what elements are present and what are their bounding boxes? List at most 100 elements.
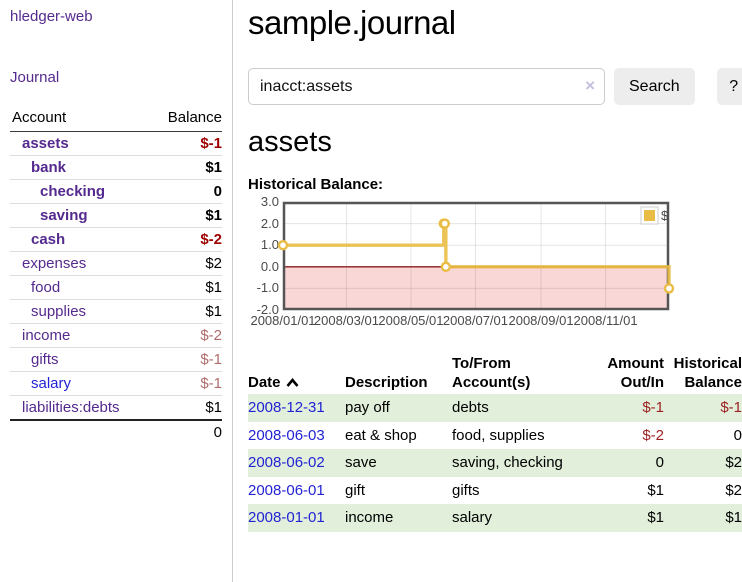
account-link[interactable]: checking bbox=[40, 183, 106, 200]
help-button[interactable]: ? bbox=[716, 68, 742, 105]
cell-description: pay off bbox=[345, 394, 452, 422]
accounts-total-row: 0 bbox=[10, 419, 222, 444]
x-tick-label: 2008/09/01 bbox=[508, 313, 574, 328]
cell-date: 2008-06-03 bbox=[248, 422, 345, 450]
column-header-date[interactable]: Date bbox=[248, 352, 345, 394]
accounts-header: Account Balance bbox=[10, 106, 222, 132]
cell-amount: $1 bbox=[594, 504, 664, 532]
account-row-liabilities-debts: liabilities:debts $1 bbox=[10, 395, 222, 419]
cell-accounts: salary bbox=[452, 504, 594, 532]
account-link[interactable]: bank bbox=[31, 159, 67, 176]
register-header-row: Date Description To/From Account(s) Amou… bbox=[248, 352, 742, 394]
balance-column-label: Balance bbox=[167, 109, 222, 126]
accounts-total-value: 0 bbox=[213, 424, 222, 441]
x-tick-label: 2008/11/01 bbox=[573, 313, 638, 328]
y-tick-label: -1.0 bbox=[256, 280, 279, 296]
search-box: × bbox=[248, 68, 605, 105]
date-link[interactable]: 2008-06-03 bbox=[248, 426, 325, 444]
account-balance: $-1 bbox=[200, 375, 222, 392]
date-link[interactable]: 2008-06-02 bbox=[248, 454, 325, 472]
cell-amount: $-1 bbox=[594, 394, 664, 422]
main-content: sample.journal × Search ? assets Histori… bbox=[233, 0, 742, 582]
cell-balance: $1 bbox=[664, 504, 742, 532]
cell-description: income bbox=[345, 504, 452, 532]
account-row-bank: bank $1 bbox=[10, 155, 222, 179]
account-row-supplies: supplies $1 bbox=[10, 299, 222, 323]
chart-legend: $ bbox=[640, 206, 669, 225]
cell-amount: $1 bbox=[647, 481, 664, 499]
account-link[interactable]: cash bbox=[31, 231, 66, 248]
account-link[interactable]: saving bbox=[40, 207, 88, 224]
account-balance: $-1 bbox=[200, 351, 222, 368]
account-row-income: income $-2 bbox=[10, 323, 222, 347]
x-tick-label: 2008/05/01 bbox=[378, 313, 444, 328]
account-link[interactable]: liabilities:debts bbox=[22, 399, 120, 416]
account-row-salary: salary $-1 bbox=[10, 371, 222, 395]
account-balance: $-1 bbox=[200, 135, 222, 152]
cell-date: 2008-01-01 bbox=[248, 504, 345, 532]
chart-y-axis-labels: 3.0 2.0 1.0 0.0 -1.0 -2.0 bbox=[248, 195, 283, 328]
transaction-row: 2008-06-03 eat & shop food, supplies $-2 0 bbox=[248, 422, 742, 450]
account-row-assets: assets $-1 bbox=[10, 132, 222, 155]
account-link[interactable]: gifts bbox=[31, 351, 59, 368]
account-balance: $1 bbox=[205, 303, 222, 320]
search-input[interactable] bbox=[248, 68, 605, 105]
search-button[interactable]: Search bbox=[614, 68, 695, 105]
account-row-gifts: gifts $-1 bbox=[10, 347, 222, 371]
chart-canvas: $ bbox=[277, 201, 675, 311]
page-title: sample.journal bbox=[248, 4, 456, 41]
clear-search-icon[interactable]: × bbox=[585, 76, 595, 95]
sidebar: hledger-web Journal Account Balance asse… bbox=[0, 0, 233, 582]
account-balance: $1 bbox=[205, 399, 222, 416]
cell-accounts: debts bbox=[452, 394, 594, 422]
date-link[interactable]: 2008-12-31 bbox=[248, 399, 325, 417]
account-row-food: food $1 bbox=[10, 275, 222, 299]
y-tick-label: 3.0 bbox=[260, 194, 279, 209]
chart-plot-area: $ 2008/01/01 2008/03/01 2008/05/01 2008/07/… bbox=[250, 201, 675, 328]
transaction-row: 2008-01-01 income salary $1 $1 bbox=[248, 504, 742, 532]
chart-title: Historical Balance: bbox=[248, 176, 384, 193]
account-link[interactable]: food bbox=[31, 279, 61, 296]
date-link[interactable]: 2008-01-01 bbox=[248, 509, 325, 527]
account-balance: $1 bbox=[205, 159, 222, 176]
transaction-row: 2008-06-01 gift gifts $1 $2 bbox=[248, 477, 742, 505]
transaction-row: 2008-12-31 pay off debts $-1 $-1 bbox=[248, 394, 742, 422]
y-tick-label: 1.0 bbox=[260, 237, 279, 253]
cell-balance: $2 bbox=[664, 449, 742, 477]
cell-date: 2008-12-31 bbox=[248, 394, 345, 422]
account-row-checking: checking 0 bbox=[10, 179, 222, 203]
account-link[interactable]: assets bbox=[22, 135, 69, 152]
account-link[interactable]: expenses bbox=[22, 255, 87, 272]
svg-text:$: $ bbox=[661, 208, 669, 223]
search-bar: × Search ? bbox=[248, 68, 742, 105]
date-link[interactable]: 2008-06-01 bbox=[248, 481, 325, 499]
sidebar-item-journal[interactable]: Journal bbox=[10, 69, 60, 86]
account-balance: $2 bbox=[205, 255, 222, 272]
account-row-cash: cash $-2 bbox=[10, 227, 222, 251]
account-heading: assets bbox=[248, 126, 332, 158]
account-row-saving: saving $1 bbox=[10, 203, 222, 227]
y-tick-label: 2.0 bbox=[260, 215, 279, 231]
historical-balance-chart[interactable]: 3.0 2.0 1.0 0.0 -1.0 -2.0 $ 2008/01/01 2008/03… bbox=[248, 195, 742, 328]
y-tick-label: -2.0 bbox=[256, 302, 279, 317]
x-tick-label: 2008/03/01 bbox=[313, 313, 379, 328]
y-tick-label: 0.0 bbox=[260, 258, 279, 274]
cell-description: eat & shop bbox=[345, 426, 417, 444]
chart-x-axis-labels: 2008/01/01 2008/03/01 2008/05/01 2008/07/01… bbox=[250, 310, 669, 328]
cell-accounts: gifts bbox=[452, 481, 480, 499]
account-balance: $1 bbox=[205, 207, 222, 224]
account-balance: $-2 bbox=[200, 327, 222, 344]
cell-description: save bbox=[345, 449, 452, 477]
account-row-expenses: expenses $2 bbox=[10, 251, 222, 275]
account-link[interactable]: salary bbox=[31, 375, 72, 392]
column-header-balance: Historical Balance bbox=[673, 355, 742, 392]
account-link[interactable]: income bbox=[22, 327, 71, 344]
account-balance: $-2 bbox=[200, 231, 222, 248]
cell-date: 2008-06-01 bbox=[248, 477, 345, 505]
app-title-link[interactable]: hledger-web bbox=[10, 8, 93, 25]
x-tick-label: 2008/07/01 bbox=[442, 313, 509, 328]
account-balance: $1 bbox=[205, 279, 222, 296]
cell-date: 2008-06-02 bbox=[248, 449, 345, 477]
account-link[interactable]: supplies bbox=[31, 303, 87, 320]
